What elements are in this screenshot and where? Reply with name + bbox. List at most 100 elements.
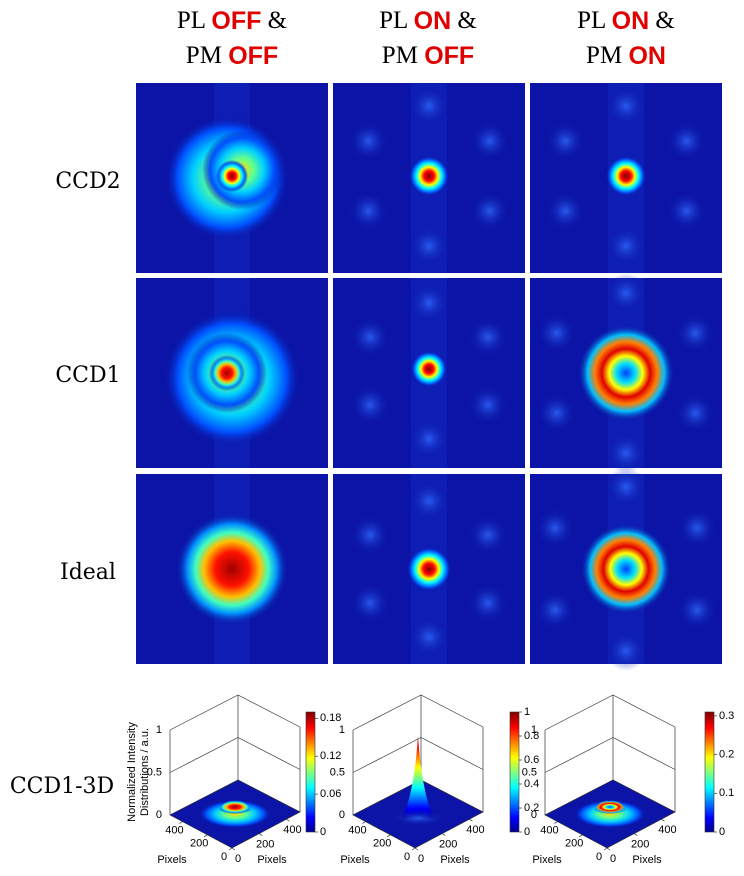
side-lobe: [536, 313, 577, 353]
grid-line: [169, 737, 301, 773]
tick-mark: [286, 818, 290, 822]
z-tick-label: 1: [156, 724, 162, 736]
colorbar-tick-label: 0.2: [719, 748, 734, 760]
side-lobe: [606, 467, 646, 507]
intensity-spot: [409, 156, 449, 196]
colorbar-tick-label: 0.06: [320, 788, 341, 800]
row-label: CCD1-3D: [10, 774, 114, 799]
z-tick-label: 1: [339, 724, 345, 736]
column-header: PM ON: [586, 42, 666, 70]
side-lobe: [409, 226, 449, 266]
header-state: OFF: [211, 7, 261, 35]
header-state: ON: [628, 42, 666, 70]
grid-line: [352, 694, 484, 731]
side-lobe: [467, 515, 508, 555]
tick-mark: [231, 847, 236, 851]
side-lobe: [666, 191, 707, 231]
tick-mark: [228, 847, 233, 851]
z-tick-label: 0: [339, 809, 345, 821]
tick-mark: [554, 821, 558, 824]
side-lobe: [348, 121, 389, 161]
surface-peak: [592, 800, 628, 814]
z-tick-label: 0.5: [522, 766, 537, 778]
z-tick-label: 0: [156, 809, 162, 821]
intensity-spot: [209, 355, 245, 391]
side-lobe: [350, 515, 391, 555]
tick-mark: [661, 818, 665, 822]
colorbar-tick-label: 0.6: [524, 754, 539, 766]
tick-mark: [579, 834, 583, 838]
column-header: PM OFF: [186, 42, 278, 70]
y-axis-label: Pixels: [157, 854, 187, 866]
side-lobe: [469, 121, 510, 161]
tick-mark: [414, 847, 419, 851]
colorbar: [509, 711, 520, 833]
tick-mark: [634, 833, 638, 836]
y-tick-label: 400: [540, 825, 558, 837]
x-tick-label: 400: [466, 824, 484, 836]
header-state: ON: [612, 7, 650, 35]
tick-mark: [362, 821, 366, 824]
header-state: OFF: [228, 42, 278, 70]
tick-mark: [469, 818, 473, 822]
tick-mark: [411, 847, 416, 851]
grid-line: [169, 694, 301, 731]
y-tick-label: 200: [373, 838, 391, 850]
intensity-spot: [407, 547, 451, 591]
colorbar-tick-label: 0: [524, 826, 530, 838]
intensity-spot: [578, 325, 674, 421]
intensity-spot: [176, 513, 288, 625]
tick-mark: [387, 834, 391, 838]
row-label: CCD1: [55, 363, 120, 388]
side-lobe: [606, 433, 646, 473]
x-tick-label: 0: [418, 853, 424, 865]
x-tick-label: 200: [631, 839, 649, 851]
colorbar-tick-label: 0.12: [320, 750, 341, 762]
x-tick-label: 200: [256, 839, 274, 851]
header-state: OFF: [424, 42, 474, 70]
side-lobe: [409, 419, 449, 459]
header-label: PL: [177, 7, 205, 34]
header-sep: &: [655, 7, 674, 34]
z-tick-label: 0.5: [330, 766, 345, 778]
tick-mark: [259, 833, 263, 836]
y-axis-label: Pixels: [340, 854, 370, 866]
y-tick-label: 400: [165, 825, 183, 837]
colorbar-tick-label: 1: [524, 706, 530, 718]
grid-line: [544, 737, 676, 773]
side-lobe: [606, 226, 646, 266]
row-label: CCD2: [55, 169, 120, 194]
side-lobe: [409, 617, 449, 657]
x-axis-label: Pixels: [440, 854, 470, 866]
tick-mark: [179, 821, 183, 824]
side-lobe: [467, 385, 508, 425]
row-label: Ideal: [60, 560, 116, 585]
colorbar-tick-label: 0.1: [719, 787, 734, 799]
x-axis-label: Pixels: [257, 854, 287, 866]
side-lobe: [467, 583, 508, 623]
side-lobe: [350, 317, 391, 357]
surface-base: [390, 810, 446, 826]
z-axis-label: Distributions / a.u.: [139, 728, 151, 816]
side-lobe: [606, 631, 646, 671]
colorbar: [704, 711, 715, 833]
side-lobe: [677, 590, 718, 630]
z-tick-label: 0.5: [147, 766, 162, 778]
intensity-spot: [606, 156, 646, 196]
colorbar: [305, 711, 316, 833]
colorbar-tick-label: 0.4: [524, 778, 539, 790]
header-sep: &: [268, 7, 287, 34]
grid-line: [544, 694, 676, 731]
x-tick-label: 400: [658, 824, 676, 836]
surface-peak: [217, 800, 253, 814]
z-axis-label: Normalized Intensity: [126, 722, 138, 822]
side-lobe: [545, 121, 586, 161]
column-header: PM OFF: [382, 42, 474, 70]
side-lobe: [534, 508, 575, 548]
y-axis-label: Pixels: [532, 854, 562, 866]
y-tick-label: 0: [404, 851, 410, 863]
side-lobe: [534, 590, 575, 630]
